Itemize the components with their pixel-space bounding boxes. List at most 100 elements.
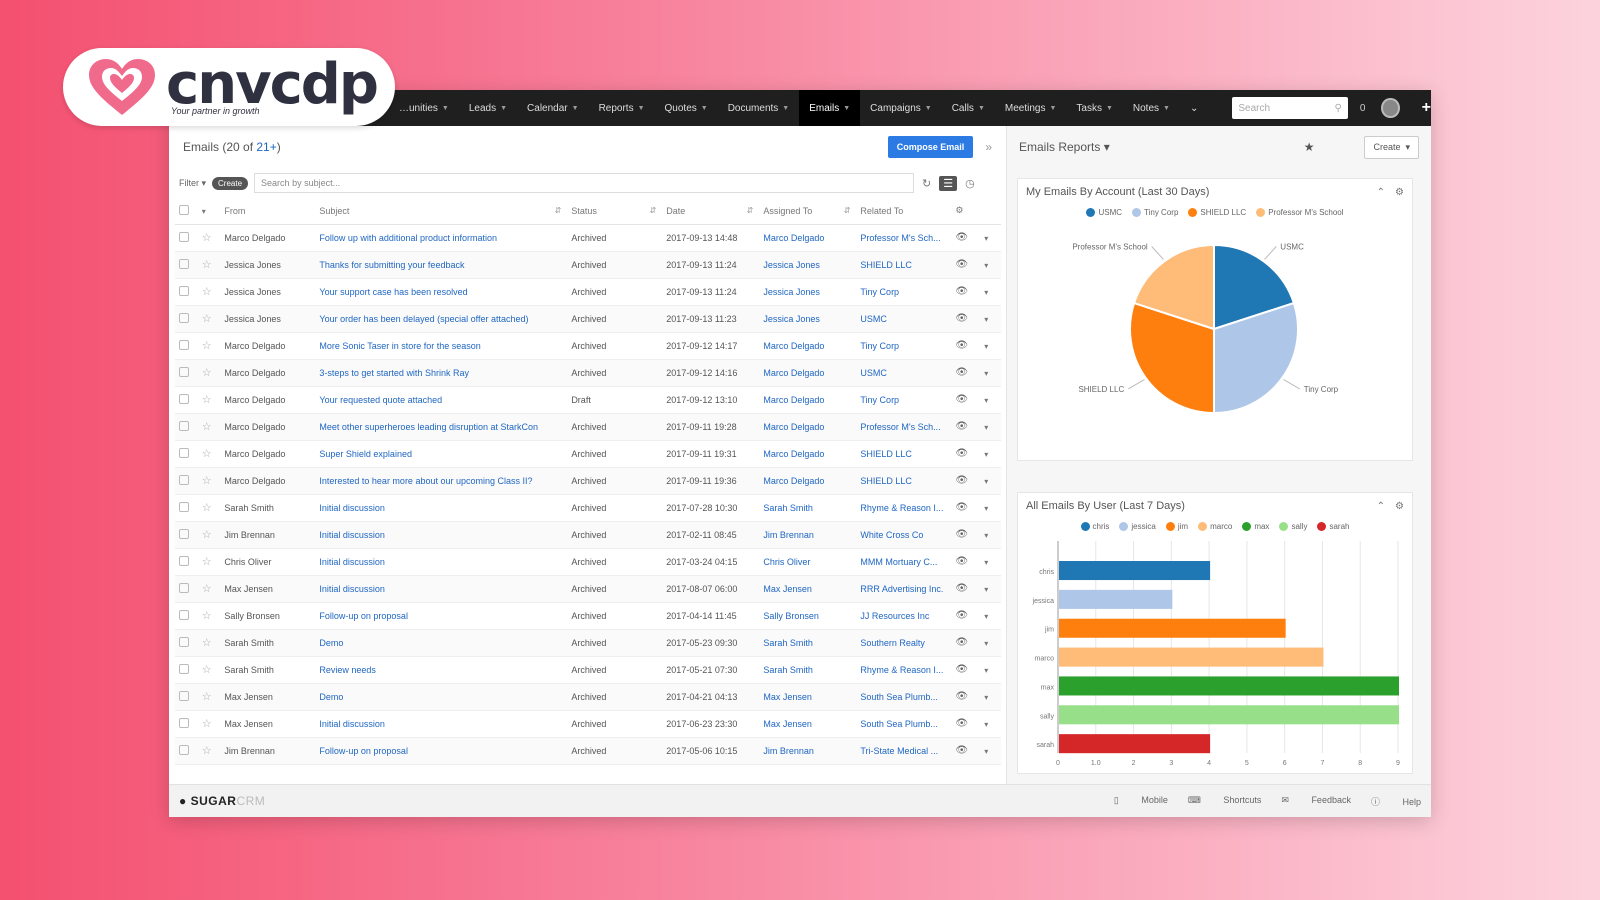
legend-item[interactable]: marco [1198, 521, 1232, 531]
row-actions-dropdown-icon[interactable]: ▾ [980, 548, 1001, 576]
table-row[interactable]: ☆ Marco Delgado Follow up with additional … [175, 224, 1001, 252]
row-checkbox[interactable] [175, 710, 198, 738]
caret-down-icon[interactable]: ▼ [843, 104, 851, 112]
table-row[interactable]: ☆ Marco Delgado Your requested quote attac… [175, 386, 1001, 414]
preview-eye-icon[interactable]: 👁 [951, 467, 981, 495]
search-icon[interactable]: ⚲ [1334, 102, 1342, 114]
table-row[interactable]: ☆ Max Jensen Initial discussion Archived 201… [175, 710, 1001, 738]
row-checkbox[interactable] [175, 629, 198, 657]
nav-item-reports[interactable]: Reports ▼ [589, 90, 655, 126]
nav-item-unities[interactable]: …unities ▼ [389, 90, 459, 126]
table-row[interactable]: ☆ Marco Delgado 3-steps to get started wit… [175, 359, 1001, 387]
cell-assigned[interactable]: Marco Delgado [759, 386, 857, 414]
cell-subject[interactable]: Initial discussion [315, 494, 568, 522]
cell-assigned[interactable]: Marco Delgado [759, 224, 857, 252]
caret-down-icon[interactable]: ▼ [500, 104, 508, 112]
user-avatar[interactable] [1381, 98, 1400, 118]
list-view-icon[interactable]: ☰ [939, 175, 958, 191]
cell-related[interactable]: JJ Resources Inc [856, 602, 952, 630]
row-checkbox[interactable] [175, 359, 198, 387]
filter-create-pill[interactable]: Create [212, 176, 249, 190]
column-header-subject[interactable]: Subject ⇵ [315, 198, 568, 225]
bar[interactable] [1059, 734, 1211, 754]
nav-item-emails[interactable]: Emails ▼ [799, 90, 861, 126]
row-actions-dropdown-icon[interactable]: ▾ [980, 278, 1001, 306]
star-icon[interactable]: ☆ [197, 521, 221, 549]
cell-subject[interactable]: Demo [315, 683, 568, 711]
caret-down-icon[interactable]: ▼ [637, 104, 645, 112]
nav-item-meetings[interactable]: Meetings ▼ [995, 90, 1067, 126]
star-icon[interactable]: ☆ [197, 332, 221, 360]
row-checkbox[interactable] [175, 602, 198, 630]
cell-subject[interactable]: Initial discussion [315, 710, 568, 738]
preview-eye-icon[interactable]: 👁 [951, 224, 981, 252]
cell-subject[interactable]: Review needs [315, 656, 568, 684]
preview-eye-icon[interactable]: 👁 [951, 494, 981, 522]
bar[interactable] [1059, 705, 1399, 725]
cell-related[interactable]: SHIELD LLC [856, 251, 952, 279]
legend-item[interactable]: Tiny Corp [1132, 207, 1178, 217]
legend-item[interactable]: chris [1080, 521, 1109, 531]
column-header-related-to[interactable]: Related To [856, 198, 952, 225]
column-header-date[interactable]: Date ⇵ [662, 198, 760, 225]
table-row[interactable]: ☆ Max Jensen Initial discussion Archived 201… [175, 575, 1001, 603]
cell-subject[interactable]: Initial discussion [315, 548, 568, 576]
table-row[interactable]: ☆ Sarah Smith Review needs Archived 2017-05-… [175, 656, 1001, 684]
star-icon[interactable]: ☆ [197, 305, 221, 333]
sort-icon[interactable]: ⇵ [843, 205, 851, 215]
cell-related[interactable]: Professor M's Sch... [856, 224, 952, 252]
pie-slice[interactable] [1129, 301, 1215, 415]
bar[interactable] [1059, 589, 1173, 609]
row-actions-dropdown-icon[interactable]: ▾ [980, 224, 1001, 252]
star-icon[interactable]: ☆ [197, 656, 221, 684]
legend-item[interactable]: sally [1279, 521, 1307, 531]
table-row[interactable]: ☆ Jessica Jones Your order has been delaye… [175, 305, 1001, 333]
nav-item-calendar[interactable]: Calendar ▼ [517, 90, 589, 126]
preview-eye-icon[interactable]: 👁 [951, 548, 981, 576]
footer-link-shortcuts[interactable]: ⌨ Shortcuts [1187, 794, 1262, 805]
column-header-assigned-to[interactable]: Assigned To ⇵ [759, 198, 857, 225]
bar[interactable] [1059, 647, 1324, 667]
preview-eye-icon[interactable]: 👁 [951, 386, 981, 414]
bar[interactable] [1059, 561, 1211, 581]
cell-assigned[interactable]: Sarah Smith [759, 494, 857, 522]
cell-subject[interactable]: Follow-up on proposal [315, 602, 568, 630]
preview-eye-icon[interactable]: 👁 [951, 359, 981, 387]
cell-related[interactable]: Tiny Corp [856, 386, 952, 414]
cell-related[interactable]: USMC [856, 305, 952, 333]
select-all-checkbox[interactable] [175, 198, 198, 225]
cell-related[interactable]: Professor M's Sch... [856, 413, 952, 441]
cell-subject[interactable]: Your order has been delayed (special off… [315, 305, 568, 333]
row-checkbox[interactable] [175, 224, 198, 252]
nav-item-tasks[interactable]: Tasks ▼ [1066, 90, 1123, 126]
star-icon[interactable]: ☆ [197, 710, 221, 738]
table-row[interactable]: ☆ Sarah Smith Demo Archived 2017-05-23 09:30… [175, 629, 1001, 657]
row-actions-dropdown-icon[interactable]: ▾ [980, 629, 1001, 657]
row-actions-dropdown-icon[interactable]: ▾ [980, 494, 1001, 522]
star-icon[interactable]: ☆ [197, 251, 221, 279]
pie-slice[interactable] [1213, 301, 1299, 415]
notification-count[interactable]: 0 [1359, 102, 1366, 114]
global-search-input[interactable]: Search ⚲ [1232, 97, 1348, 119]
table-row[interactable]: ☆ Marco Delgado Interested to hear more ab… [175, 467, 1001, 495]
cell-subject[interactable]: Initial discussion [315, 521, 568, 549]
nav-item-notes[interactable]: Notes ▼ [1123, 90, 1180, 126]
activity-stream-icon[interactable]: ◷ [965, 177, 975, 190]
row-actions-dropdown-icon[interactable]: ▾ [980, 332, 1001, 360]
star-icon[interactable]: ☆ [197, 494, 221, 522]
row-actions-dropdown-icon[interactable]: ▾ [980, 683, 1001, 711]
collapse-sidebar-icon[interactable]: » [985, 140, 992, 154]
preview-eye-icon[interactable]: 👁 [951, 332, 981, 360]
preview-eye-icon[interactable]: 👁 [951, 305, 981, 333]
cell-subject[interactable]: Your requested quote attached [315, 386, 568, 414]
select-all-dropdown-icon[interactable]: ▾ [197, 198, 221, 225]
caret-down-icon[interactable]: ▼ [1105, 104, 1113, 112]
cell-related[interactable]: RRR Advertising Inc. [856, 575, 952, 603]
cell-subject[interactable]: 3-steps to get started with Shrink Ray [315, 359, 568, 387]
cell-assigned[interactable]: Jessica Jones [759, 278, 857, 306]
cell-related[interactable]: South Sea Plumb... [856, 710, 952, 738]
cell-related[interactable]: SHIELD LLC [856, 440, 952, 468]
sort-icon[interactable]: ⇵ [554, 205, 562, 215]
footer-link-help[interactable]: ⓘ Help [1370, 796, 1421, 807]
caret-down-icon[interactable]: ▼ [1049, 104, 1057, 112]
